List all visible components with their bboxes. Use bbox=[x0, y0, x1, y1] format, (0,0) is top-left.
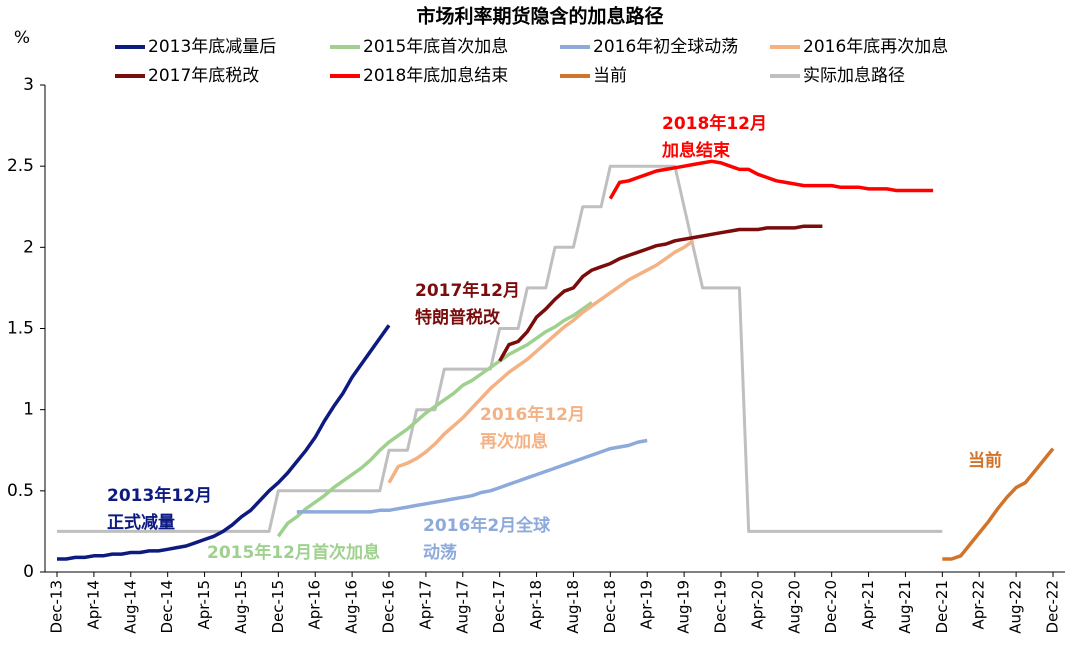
x-tick-label: Apr-20 bbox=[748, 580, 766, 630]
y-tick-label: 1.5 bbox=[7, 319, 34, 339]
series-line bbox=[498, 224, 823, 362]
legend-label: 2016年底再次加息 bbox=[803, 37, 948, 57]
annotation: 2018年12月 bbox=[662, 113, 767, 134]
annotation: 2017年12月 bbox=[415, 280, 520, 301]
y-tick-label: 0.5 bbox=[7, 481, 34, 501]
x-tick-label: Dec-15 bbox=[269, 580, 287, 634]
x-tick-label: Aug-16 bbox=[343, 580, 361, 634]
x-tick-label: Aug-22 bbox=[1007, 580, 1025, 634]
annotation: 加息结束 bbox=[661, 140, 730, 161]
y-tick-label: 2.5 bbox=[7, 156, 34, 176]
x-tick-label: Apr-22 bbox=[970, 580, 988, 630]
y-tick-label: 3 bbox=[23, 75, 34, 95]
x-tick-label: Dec-16 bbox=[380, 580, 398, 634]
legend-label: 2016年初全球动荡 bbox=[593, 37, 738, 57]
x-tick-label: Dec-17 bbox=[490, 580, 508, 634]
annotation: 2015年12月首次加息 bbox=[207, 542, 380, 563]
x-tick-label: Apr-21 bbox=[859, 580, 877, 630]
series-line bbox=[57, 164, 943, 533]
x-tick-label: Aug-15 bbox=[232, 580, 250, 634]
x-tick-label: Dec-13 bbox=[48, 580, 66, 634]
y-tick-label: 1 bbox=[23, 400, 34, 420]
legend-label: 2017年底税改 bbox=[148, 66, 259, 86]
annotation: 2013年12月 bbox=[107, 485, 212, 506]
series-line bbox=[608, 159, 934, 200]
series-line bbox=[387, 239, 695, 484]
x-tick-label: Dec-14 bbox=[158, 580, 176, 634]
x-tick-label: Apr-14 bbox=[84, 580, 102, 630]
x-tick-label: Dec-22 bbox=[1044, 580, 1062, 634]
legend-label: 实际加息路径 bbox=[803, 66, 905, 86]
legend-label: 2018年底加息结束 bbox=[363, 66, 508, 86]
x-tick-label: Dec-20 bbox=[822, 580, 840, 634]
x-tick-label: Apr-15 bbox=[195, 580, 213, 630]
y-tick-label: 0 bbox=[23, 562, 34, 582]
annotation: 2016年12月 bbox=[480, 404, 585, 425]
y-axis-label: % bbox=[14, 28, 30, 48]
x-tick-label: Aug-17 bbox=[453, 580, 471, 634]
legend-label: 当前 bbox=[593, 66, 627, 86]
annotation: 再次加息 bbox=[480, 431, 548, 452]
x-tick-label: Dec-21 bbox=[933, 580, 951, 634]
annotation: 正式减量 bbox=[107, 512, 175, 533]
y-tick-label: 2 bbox=[23, 237, 34, 257]
legend-label: 2015年底首次加息 bbox=[363, 37, 508, 57]
x-tick-label: Aug-14 bbox=[121, 580, 139, 634]
series-line bbox=[57, 324, 391, 561]
x-tick-label: Apr-17 bbox=[416, 580, 434, 630]
chart-title: 市场利率期货隐含的加息路径 bbox=[416, 5, 663, 28]
x-tick-label: Apr-16 bbox=[306, 580, 324, 630]
x-tick-label: Apr-18 bbox=[527, 580, 545, 630]
x-tick-label: Aug-21 bbox=[896, 580, 914, 634]
x-tick-label: Aug-18 bbox=[564, 580, 582, 634]
series-line bbox=[276, 301, 593, 538]
series-line bbox=[942, 447, 1055, 561]
x-tick-label: Aug-19 bbox=[675, 580, 693, 634]
series-line bbox=[296, 438, 648, 514]
x-tick-label: Aug-20 bbox=[785, 580, 803, 634]
annotation: 当前 bbox=[968, 450, 1002, 471]
legend-label: 2013年底减量后 bbox=[148, 37, 276, 57]
annotation: 动荡 bbox=[423, 543, 457, 563]
x-tick-label: Dec-18 bbox=[601, 580, 619, 634]
annotation: 2016年2月全球 bbox=[423, 515, 551, 536]
x-tick-label: Apr-19 bbox=[638, 580, 656, 630]
x-tick-label: Dec-19 bbox=[712, 580, 730, 634]
annotation: 特朗普税改 bbox=[415, 307, 501, 328]
